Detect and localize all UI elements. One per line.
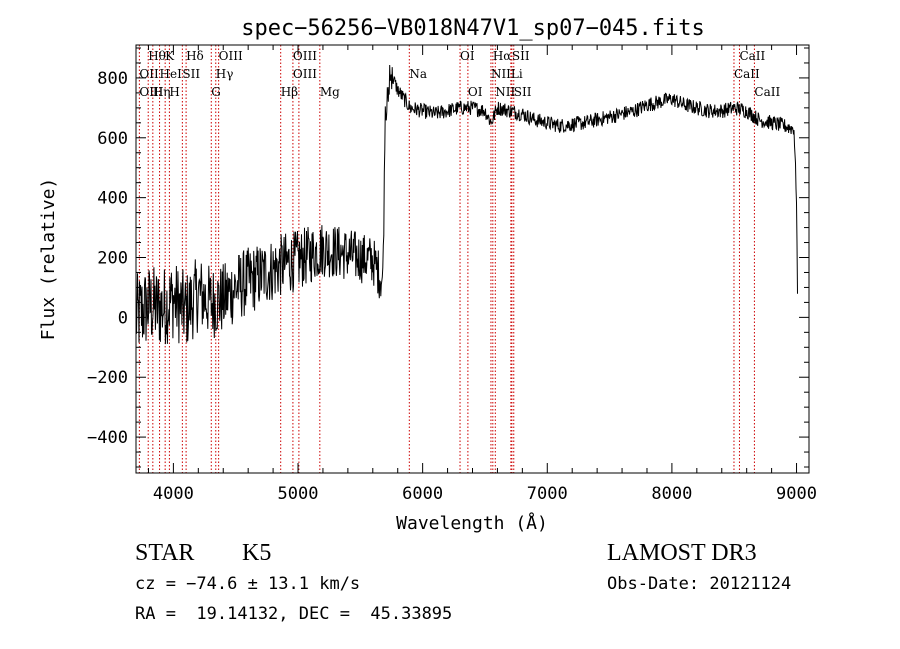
line-label: OIII xyxy=(293,67,317,81)
line-label: SII xyxy=(514,85,532,99)
x-axis-label: Wavelength (Å) xyxy=(396,512,548,534)
x-tick-label: 7000 xyxy=(527,484,568,504)
line-label: CaII xyxy=(734,67,760,81)
line-label: NII xyxy=(495,85,515,99)
line-label: OIII xyxy=(139,85,163,99)
y-tick-label: −400 xyxy=(87,428,128,448)
obs-date: Obs-Date: 20121124 xyxy=(607,574,792,594)
x-tick-label: 5000 xyxy=(278,484,319,504)
y-axis-label: Flux (relative) xyxy=(38,178,59,341)
chart-title: spec−56256−VB018N47V1_sp07−045.fits xyxy=(241,16,705,41)
line-label: Hθ xyxy=(148,49,166,63)
x-tick-label: 9000 xyxy=(776,484,817,504)
line-label: OII xyxy=(139,67,159,81)
line-label: OIII xyxy=(219,49,243,63)
line-label: H xyxy=(169,85,179,99)
y-tick-label: −200 xyxy=(87,368,128,388)
line-label: K xyxy=(165,49,175,63)
object-class: STAR xyxy=(135,540,195,566)
subclass: K5 xyxy=(242,540,272,566)
y-tick-label: 800 xyxy=(97,69,128,89)
line-label: SII xyxy=(512,49,530,63)
x-tick-label: 6000 xyxy=(402,484,443,504)
line-label: NII xyxy=(491,67,511,81)
line-label: OIII xyxy=(293,49,317,63)
velocity: cz = −74.6 ± 13.1 km/s xyxy=(135,574,361,594)
line-label: CaII xyxy=(754,85,780,99)
line-label: SII xyxy=(182,67,200,81)
line-label: Hα xyxy=(493,49,512,63)
y-tick-label: 400 xyxy=(97,189,128,209)
line-label: OI xyxy=(460,49,475,63)
x-tick-label: 8000 xyxy=(651,484,692,504)
line-label: Hη xyxy=(153,85,171,99)
spectrum-line xyxy=(135,64,798,345)
line-label: CaII xyxy=(739,49,765,63)
line-label: G xyxy=(211,85,221,99)
x-tick-label: 4000 xyxy=(153,484,194,504)
line-label: HeI xyxy=(160,67,183,81)
line-label: OI xyxy=(468,85,483,99)
y-tick-label: 0 xyxy=(118,308,128,328)
line-label: Hβ xyxy=(281,85,298,99)
coordinates: RA = 19.14132, DEC = 45.33895 xyxy=(135,604,453,624)
line-label: Mg xyxy=(320,85,340,99)
y-tick-label: 600 xyxy=(97,129,128,149)
line-label: Hγ xyxy=(216,67,234,81)
line-label: Li xyxy=(511,67,523,81)
line-label: Na xyxy=(409,67,427,81)
y-tick-label: 200 xyxy=(97,249,128,269)
survey-name: LAMOST DR3 xyxy=(607,540,757,566)
line-label: Hδ xyxy=(186,49,204,63)
